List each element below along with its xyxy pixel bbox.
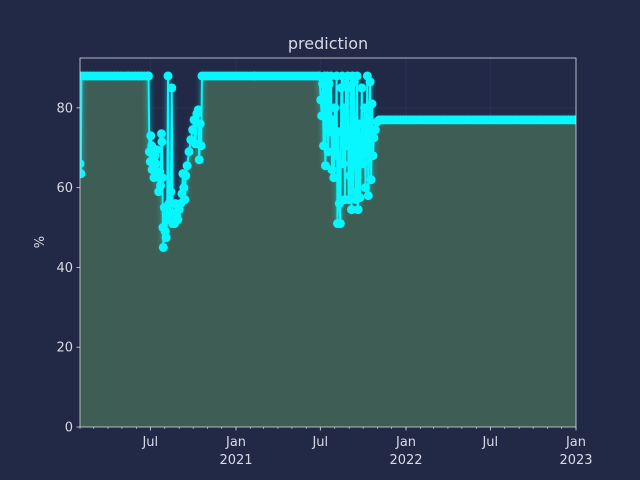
data-point bbox=[360, 183, 370, 193]
data-point bbox=[367, 99, 377, 109]
data-point bbox=[188, 125, 198, 135]
data-point bbox=[331, 151, 341, 161]
data-point bbox=[161, 233, 171, 243]
x-tick-label: Jul bbox=[311, 435, 328, 450]
data-point bbox=[182, 161, 192, 171]
data-point bbox=[370, 125, 380, 135]
chart-title: prediction bbox=[288, 34, 368, 53]
area-layer bbox=[80, 76, 576, 427]
x-tick-label: Jan bbox=[395, 435, 416, 450]
data-point bbox=[179, 183, 189, 193]
data-point bbox=[333, 127, 343, 137]
data-point bbox=[194, 155, 204, 165]
data-point bbox=[356, 151, 366, 161]
data-point bbox=[196, 141, 206, 151]
data-point bbox=[157, 173, 167, 183]
data-point bbox=[571, 115, 576, 125]
data-point bbox=[193, 105, 203, 115]
data-point bbox=[348, 187, 358, 197]
data-point bbox=[327, 165, 337, 175]
data-point bbox=[363, 191, 373, 201]
data-point bbox=[358, 159, 368, 169]
plot-frame bbox=[79, 57, 577, 428]
data-point bbox=[167, 83, 177, 93]
data-point bbox=[366, 175, 376, 185]
y-tick-label: 80 bbox=[56, 101, 73, 116]
data-point bbox=[156, 181, 166, 191]
data-point bbox=[157, 129, 167, 139]
point-layer bbox=[80, 71, 576, 252]
data-point bbox=[157, 137, 167, 147]
data-point bbox=[316, 95, 326, 105]
data-point bbox=[345, 171, 355, 181]
data-point bbox=[330, 103, 340, 113]
series-area bbox=[80, 76, 576, 427]
x-tick-year-label: 2023 bbox=[559, 453, 592, 468]
data-point bbox=[321, 87, 331, 97]
data-point bbox=[184, 147, 194, 157]
data-point bbox=[143, 71, 153, 81]
data-point bbox=[342, 141, 352, 151]
data-point bbox=[355, 193, 365, 203]
y-tick-label: 60 bbox=[56, 181, 73, 196]
data-point bbox=[328, 115, 338, 125]
data-point bbox=[335, 219, 345, 229]
data-point bbox=[163, 71, 173, 81]
data-point bbox=[360, 103, 370, 113]
data-point bbox=[151, 159, 161, 169]
data-point bbox=[354, 119, 364, 129]
data-point bbox=[353, 205, 363, 215]
y-axis: 0 20 40 60 80 bbox=[56, 101, 80, 436]
data-point bbox=[164, 199, 174, 209]
data-point bbox=[146, 131, 156, 141]
data-point bbox=[166, 187, 176, 197]
x-tick-year-label: 2021 bbox=[219, 453, 252, 468]
x-tick-label: Jul bbox=[481, 435, 498, 450]
data-point bbox=[181, 171, 191, 181]
x-tick-year-label: 2022 bbox=[389, 453, 422, 468]
data-point bbox=[317, 111, 327, 121]
data-point bbox=[152, 145, 162, 155]
y-tick-label: 20 bbox=[56, 341, 73, 356]
data-point bbox=[329, 173, 339, 183]
x-axis: Jul Jan 2021 Jul Jan 2022 Jul Jan 2023 bbox=[79, 427, 593, 468]
x-tick-label: Jan bbox=[565, 435, 586, 450]
data-point bbox=[361, 125, 371, 135]
data-point bbox=[339, 103, 349, 113]
data-point bbox=[80, 159, 85, 169]
data-point bbox=[350, 139, 360, 149]
data-point bbox=[325, 127, 335, 137]
data-point bbox=[365, 77, 375, 87]
data-point bbox=[318, 79, 328, 89]
x-tick-label: Jan bbox=[225, 435, 246, 450]
data-point bbox=[323, 147, 333, 157]
data-point bbox=[344, 195, 354, 205]
data-point bbox=[158, 242, 168, 252]
x-tick-label: Jul bbox=[141, 435, 158, 450]
data-point bbox=[369, 133, 379, 143]
data-point bbox=[80, 169, 86, 179]
data-point bbox=[352, 71, 362, 81]
data-point bbox=[338, 159, 348, 169]
data-point bbox=[195, 119, 205, 129]
data-point bbox=[173, 215, 183, 225]
data-point bbox=[180, 195, 190, 205]
y-axis-label: % bbox=[33, 236, 48, 248]
data-point bbox=[357, 83, 367, 93]
data-point bbox=[347, 205, 357, 215]
data-point bbox=[324, 79, 334, 89]
data-point bbox=[320, 161, 330, 171]
data-point bbox=[368, 151, 378, 161]
y-tick-label: 40 bbox=[56, 261, 73, 276]
y-tick-label: 0 bbox=[65, 421, 73, 436]
